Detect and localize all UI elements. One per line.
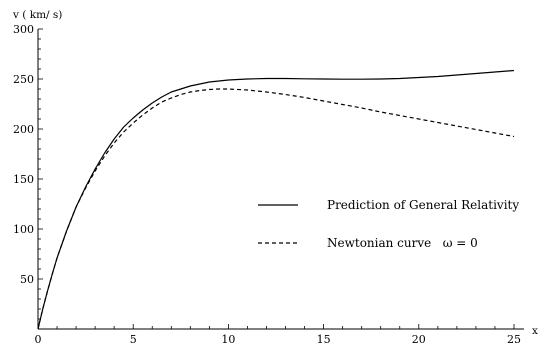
legend-label: Newtonian curve ω = 0	[327, 236, 478, 250]
axes	[37, 29, 524, 330]
x-tick-label: 20	[412, 333, 426, 346]
series-gr-line	[37, 69, 515, 330]
y-axis-label: v ( km/ s)	[12, 9, 62, 21]
tick-labels: 0 5 10 15 20 25 50 100 150 200 250 300	[13, 23, 521, 346]
x-axis-label: x	[532, 325, 538, 337]
series-layer	[37, 69, 515, 330]
ticks	[37, 28, 515, 330]
y-tick-label: 150	[13, 173, 34, 186]
x-tick-label: 0	[35, 333, 42, 346]
y-tick-label: 200	[13, 123, 34, 136]
legend: Prediction of General Relativity Newtonia…	[258, 198, 519, 250]
y-tick-label: 250	[13, 73, 34, 86]
y-tick-label: 50	[20, 273, 34, 286]
x-tick-label: 5	[130, 333, 137, 346]
x-tick-label: 15	[317, 333, 331, 346]
x-tick-label: 25	[507, 333, 521, 346]
series-newtonian-line	[37, 88, 515, 330]
y-tick-label: 300	[13, 23, 34, 36]
y-tick-label: 100	[13, 223, 34, 236]
x-tick-label: 10	[221, 333, 235, 346]
legend-label: Prediction of General Relativity	[327, 198, 519, 212]
